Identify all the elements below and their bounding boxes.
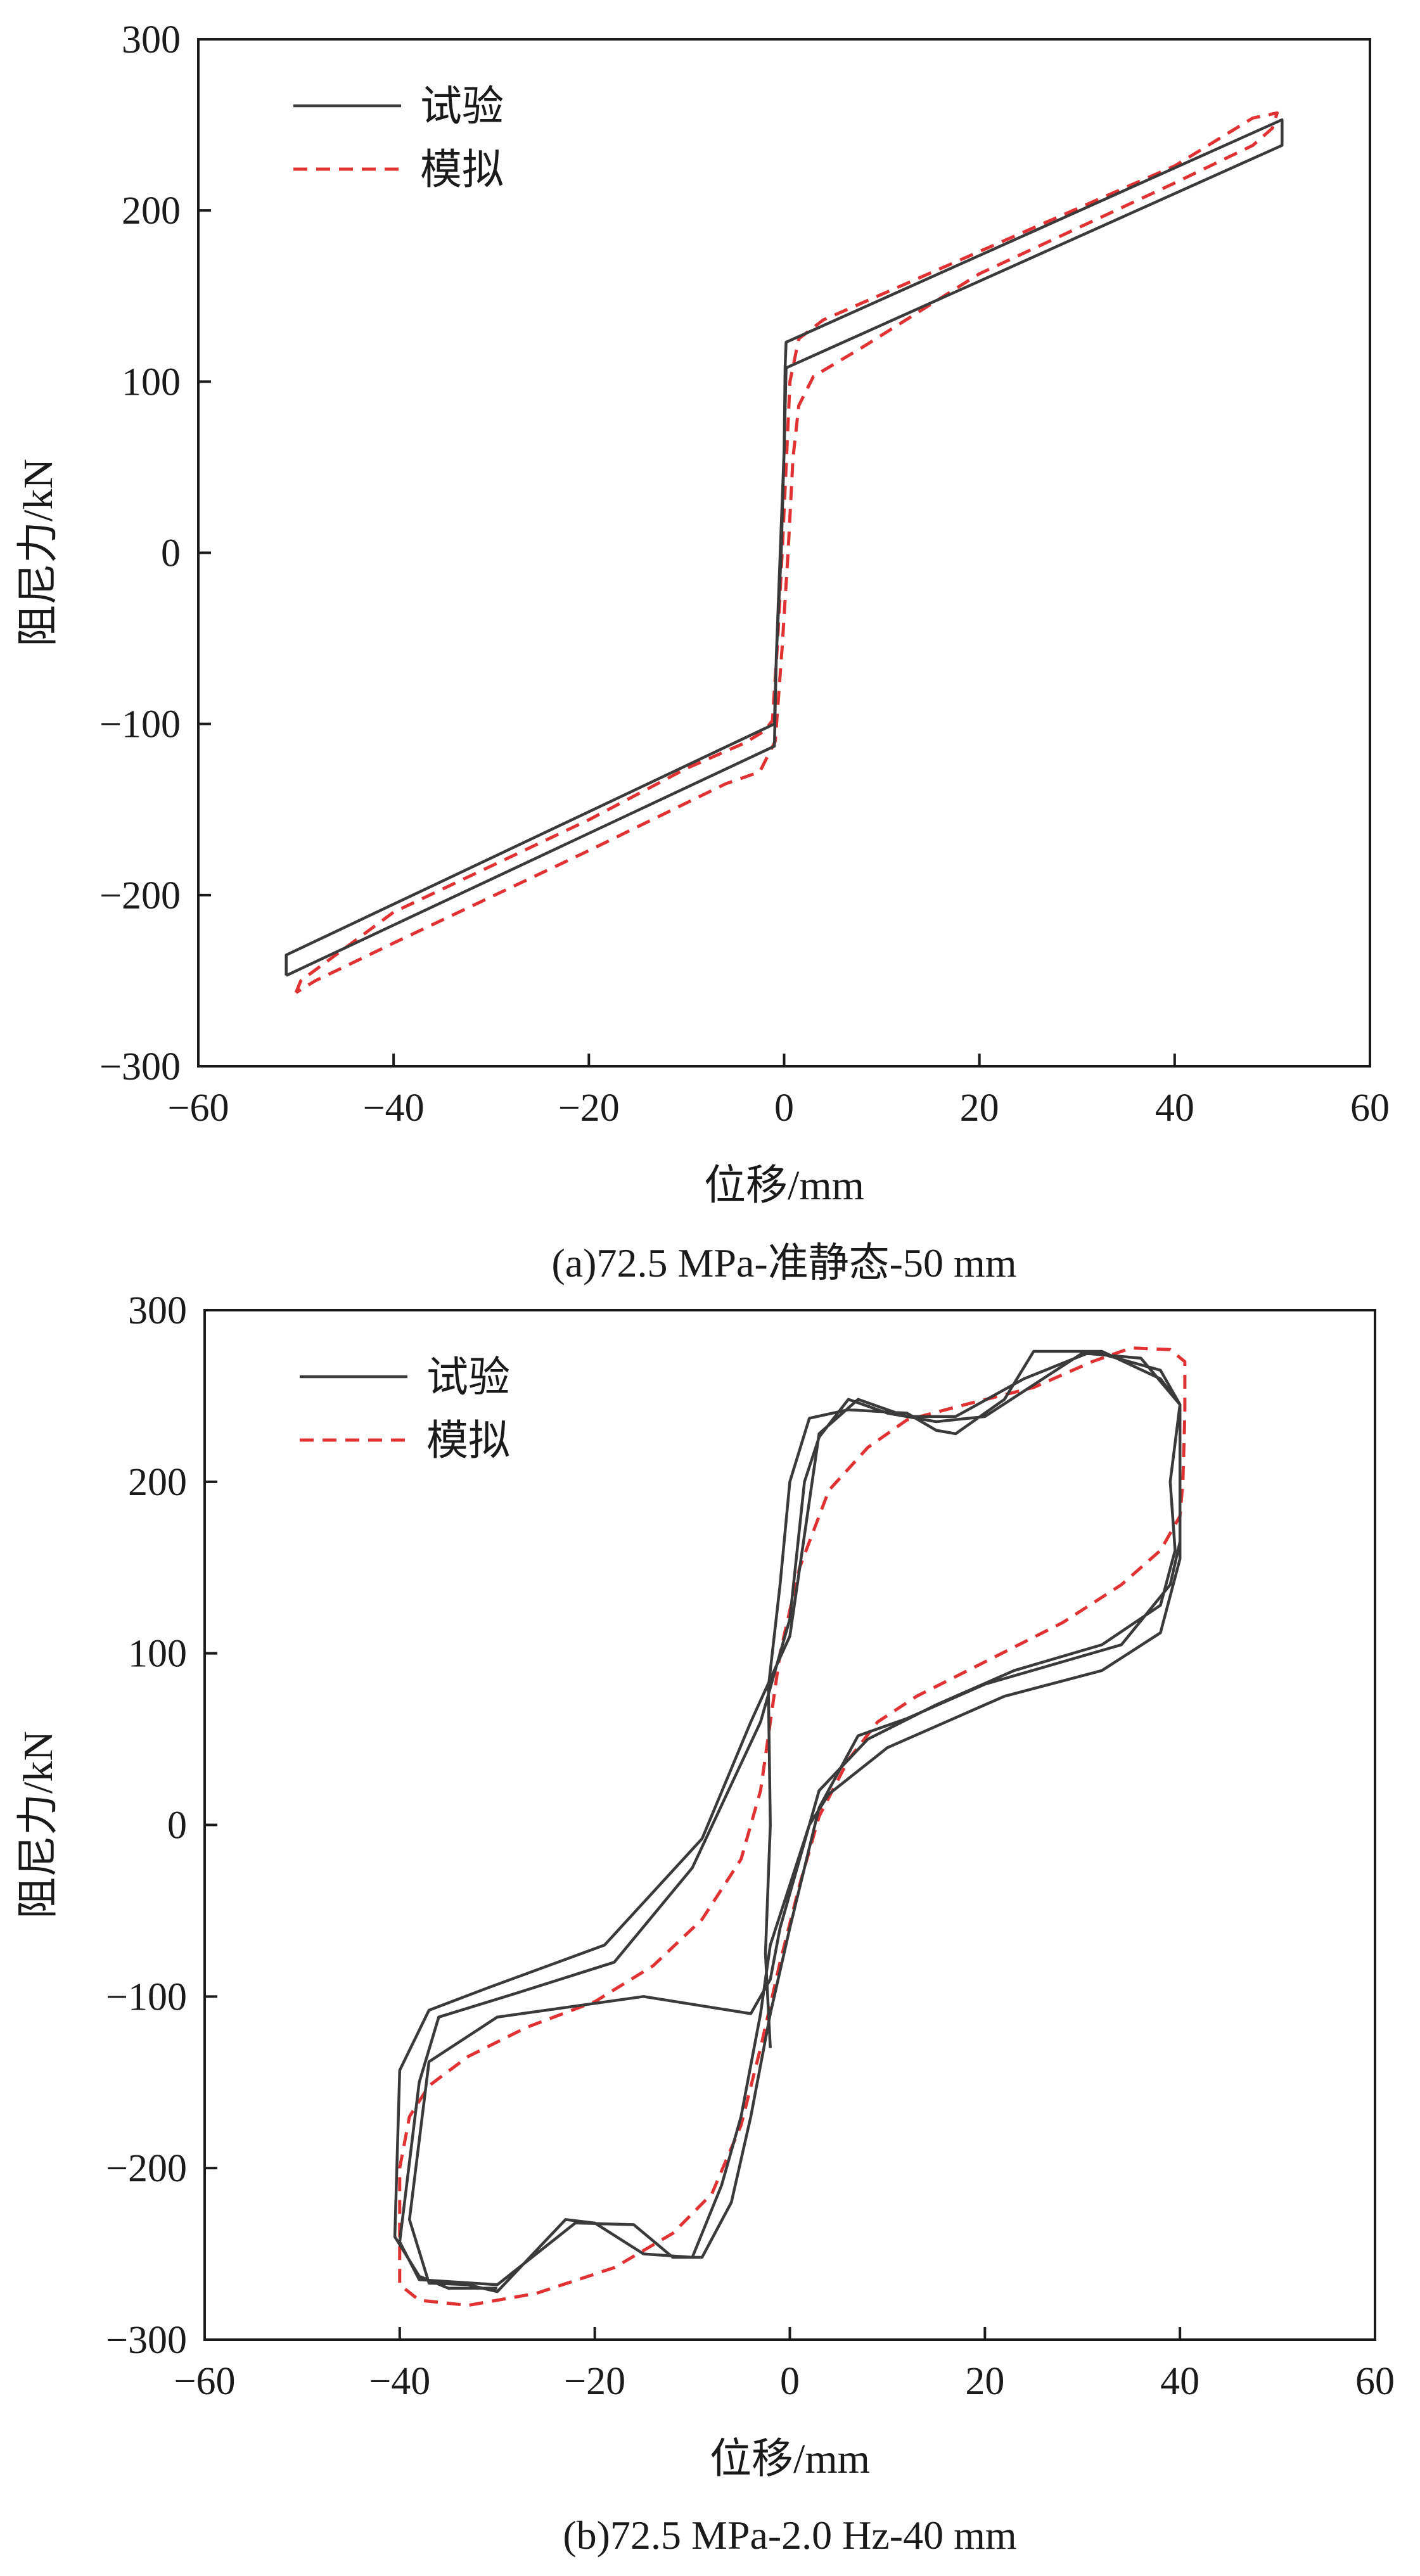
y-tick-label: −300 — [106, 2319, 187, 2362]
x-tick-label: −20 — [558, 1087, 620, 1130]
y-tick-label: 200 — [128, 1461, 187, 1504]
y-tick-label: 100 — [128, 1633, 187, 1676]
y-tick-label: 0 — [167, 1804, 187, 1847]
x-axis-label: 位移/mm — [710, 2436, 870, 2482]
y-tick-label: 300 — [128, 1289, 187, 1332]
series-group — [285, 111, 1284, 994]
y-tick-label: −300 — [99, 1045, 181, 1088]
y-tick-label: 300 — [122, 18, 181, 61]
figure-caption: (b)72.5 MPa-2.0 Hz-40 mm — [563, 2513, 1016, 2558]
y-tick-label: 200 — [122, 189, 181, 233]
series-line-simulation — [294, 111, 1279, 994]
figure-caption: (a)72.5 MPa-准静态-50 mm — [551, 1240, 1016, 1285]
y-tick-label: 0 — [161, 532, 181, 575]
legend-label: 模拟 — [420, 145, 504, 194]
x-tick-label: 60 — [1355, 2360, 1395, 2403]
y-tick-label: 100 — [122, 360, 181, 404]
x-tick-label: −40 — [363, 1087, 425, 1130]
y-tick-label: −100 — [99, 703, 181, 746]
series-line-test — [393, 1349, 1182, 2293]
y-tick-label: −200 — [99, 874, 181, 917]
series-group — [393, 1346, 1187, 2307]
chart-panel-a: −60 −40 −20 0 20 40 60−300−200−1000100200300位移… — [15, 18, 1390, 1285]
x-tick-label: 60 — [1350, 1087, 1390, 1130]
x-tick-label: −40 — [369, 2360, 430, 2403]
chart-panel-b: −60 −40 −20 0 20 40 60−300−200−1000100200300位移… — [15, 1289, 1395, 2558]
series-line-test — [285, 118, 1284, 977]
x-axis-label: 位移/mm — [704, 1163, 864, 1209]
legend-label: 试验 — [426, 1353, 510, 1401]
y-tick-label: −200 — [106, 2147, 187, 2190]
x-tick-label: −60 — [168, 1087, 229, 1130]
legend-label: 模拟 — [426, 1416, 510, 1465]
x-tick-label: 0 — [780, 2360, 800, 2403]
x-tick-label: 40 — [1155, 1087, 1194, 1130]
y-tick-label: −100 — [106, 1975, 187, 2018]
x-tick-label: −60 — [174, 2360, 236, 2403]
y-axis-label: 阻尼力/kN — [15, 459, 61, 647]
legend-label: 试验 — [420, 82, 504, 131]
y-axis-label: 阻尼力/kN — [15, 1731, 61, 1919]
x-tick-label: 20 — [965, 2360, 1004, 2403]
x-tick-label: 20 — [960, 1087, 999, 1130]
plot-frame — [203, 1309, 1376, 2341]
x-tick-label: −20 — [564, 2360, 625, 2403]
x-tick-label: 40 — [1160, 2360, 1199, 2403]
series-line-simulation — [398, 1346, 1187, 2307]
x-tick-label: 0 — [774, 1087, 794, 1130]
